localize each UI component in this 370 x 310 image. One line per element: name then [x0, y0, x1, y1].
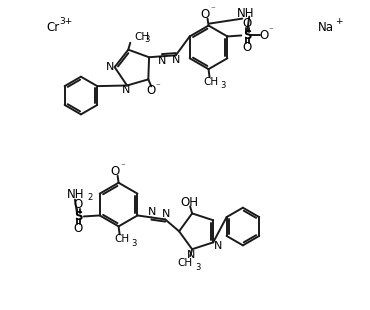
Text: O: O [259, 29, 269, 42]
Text: 3: 3 [195, 263, 201, 272]
Text: O: O [243, 17, 252, 30]
Text: S: S [74, 210, 82, 223]
Text: ⁻: ⁻ [210, 5, 215, 14]
Text: CH: CH [134, 32, 149, 42]
Text: N: N [187, 250, 195, 260]
Text: CH: CH [203, 77, 218, 87]
Text: N: N [148, 207, 157, 218]
Text: ⁻: ⁻ [120, 162, 125, 171]
Text: S: S [243, 29, 252, 42]
Text: NH: NH [67, 188, 85, 201]
Text: NH: NH [236, 7, 254, 20]
Text: N: N [122, 86, 130, 95]
Text: ⁻: ⁻ [269, 26, 273, 35]
Text: N: N [158, 56, 166, 66]
Text: 2: 2 [88, 193, 93, 202]
Text: 3: 3 [221, 82, 226, 91]
Text: O: O [73, 222, 83, 235]
Text: O: O [147, 84, 156, 97]
Text: N: N [172, 55, 180, 65]
Text: OH: OH [180, 196, 198, 209]
Text: O: O [73, 198, 83, 211]
Text: +: + [335, 17, 342, 26]
Text: O: O [200, 8, 209, 21]
Text: N: N [214, 241, 222, 251]
Text: Na: Na [318, 21, 334, 34]
Text: Cr: Cr [47, 21, 60, 34]
Text: 3+: 3+ [60, 17, 73, 26]
Text: CH: CH [114, 234, 129, 244]
Text: O: O [110, 165, 119, 178]
Text: 3: 3 [144, 35, 149, 44]
Text: N: N [162, 210, 171, 219]
Text: O: O [243, 41, 252, 54]
Text: 3: 3 [131, 239, 137, 248]
Text: CH: CH [178, 258, 193, 268]
Text: N: N [105, 62, 114, 72]
Text: ⁻: ⁻ [156, 82, 161, 91]
